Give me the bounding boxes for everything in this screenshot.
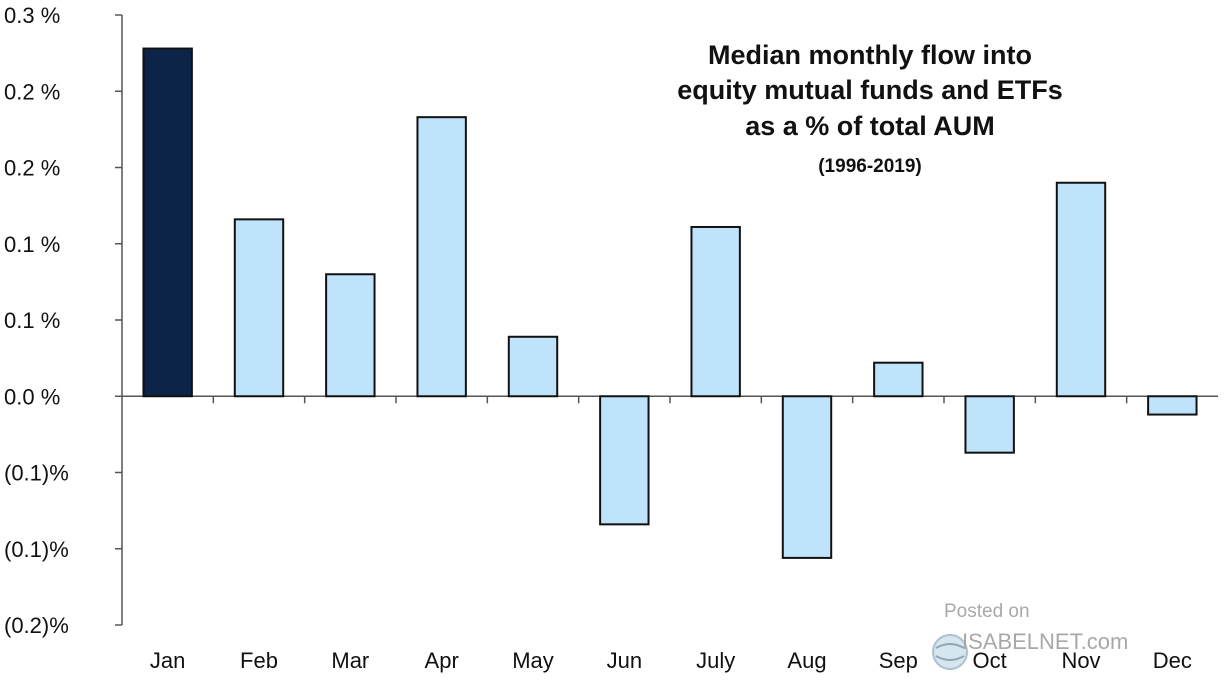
y-tick-label: 0.1 % — [4, 308, 60, 333]
title-line-1: Median monthly flow into — [708, 40, 1032, 70]
x-tick-label-dec: Dec — [1153, 648, 1192, 673]
bar-oct — [964, 395, 1015, 454]
x-tick-labels: Jan Feb Mar Apr May Jun July Aug Sep Oct Nov Dec — [150, 648, 1192, 673]
axes — [121, 15, 1218, 625]
y-tick-label: 0.1 % — [4, 232, 60, 257]
x-tick-label-apr: Apr — [425, 648, 459, 673]
bar-jun — [599, 395, 650, 526]
x-tick-label-oct: Oct — [973, 648, 1007, 673]
y-tick-label: (0.2)% — [4, 613, 69, 638]
y-tick-label: (0.1)% — [4, 537, 69, 562]
bar-may — [507, 335, 559, 398]
x-tick-label-mar: Mar — [331, 648, 369, 673]
x-tick-label-july: July — [696, 648, 735, 673]
bar-aug — [781, 395, 833, 559]
chart-subtitle: (1996-2019) — [818, 156, 922, 177]
title-line-3: as a % of total AUM — [745, 111, 995, 141]
bar-dec — [1147, 395, 1198, 416]
y-tick-label: 0.0 % — [4, 384, 60, 409]
watermark-posted-on: Posted on — [944, 601, 1030, 622]
x-tick-label-aug: Aug — [787, 648, 826, 673]
x-tick-label-jan: Jan — [150, 648, 185, 673]
watermark: Posted on ISABELNET.com — [932, 601, 1128, 670]
x-tick-label-feb: Feb — [240, 648, 278, 673]
bar-sep — [873, 361, 924, 398]
x-tick-label-nov: Nov — [1061, 648, 1100, 673]
y-tick-label: 0.3 % — [4, 3, 60, 28]
y-tick-labels: 0.3 % 0.2 % 0.2 % 0.1 % 0.1 % 0.0 % (0.1)% (0.1… — [4, 3, 122, 638]
bar-jan — [142, 47, 193, 398]
globe-icon — [932, 634, 968, 670]
bar-apr — [416, 116, 467, 398]
x-tick-label-may: May — [512, 648, 554, 673]
chart-title: Median monthly flow into equity mutual f… — [677, 40, 1063, 177]
y-tick-label: (0.1)% — [4, 461, 69, 486]
title-line-2: equity mutual funds and ETFs — [677, 75, 1063, 105]
x-tick-label-jun: Jun — [607, 648, 642, 673]
bars-group — [142, 47, 1198, 559]
y-tick-label: 0.2 % — [4, 156, 60, 181]
bar-nov — [1055, 181, 1107, 398]
bar-feb — [233, 218, 285, 398]
bar-july — [690, 225, 741, 398]
watermark-brand: ISABELNET.com — [962, 629, 1128, 654]
bar-mar — [325, 273, 376, 398]
x-tick-label-sep: Sep — [879, 648, 918, 673]
y-tick-label: 0.2 % — [4, 79, 60, 104]
